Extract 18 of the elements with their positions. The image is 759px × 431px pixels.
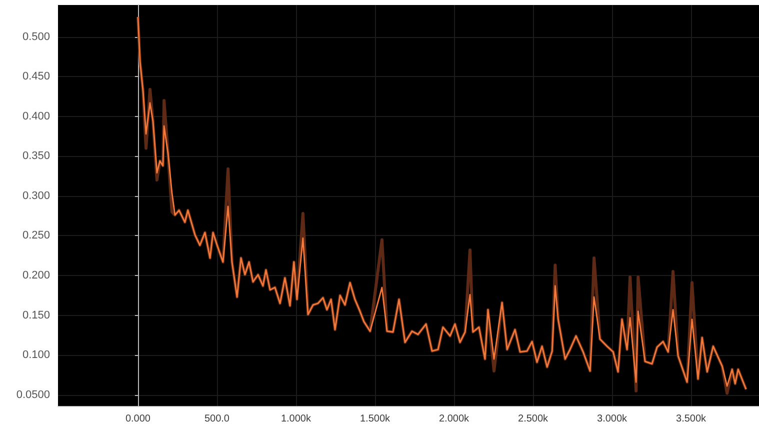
y-tick-label: 0.200 [22, 270, 50, 282]
y-tick-label: 0.100 [22, 349, 50, 362]
y-tick-label: 0.150 [22, 309, 50, 322]
x-tick-label: 500.0 [204, 414, 230, 424]
y-tick-label: 0.0500 [16, 388, 50, 401]
y-tick-label: 0.400 [22, 110, 50, 122]
y-tick-label: 0.350 [22, 150, 50, 162]
x-tick-label: 2.500k [518, 414, 550, 424]
x-tick-label: 1.000k [280, 414, 312, 424]
x-tick-label: 3.500k [676, 414, 708, 424]
x-tick-label: 2.000k [438, 414, 470, 424]
y-tick-label: 0.500 [22, 30, 50, 43]
x-tick-label: 3.000k [597, 414, 628, 424]
y-tick-label: 0.450 [22, 70, 50, 83]
y-tick-label: 0.300 [22, 190, 50, 202]
x-tick-label: 1.500k [360, 414, 392, 424]
x-tick-label: 0.000 [125, 414, 151, 424]
y-tick-label: 0.250 [22, 230, 50, 242]
